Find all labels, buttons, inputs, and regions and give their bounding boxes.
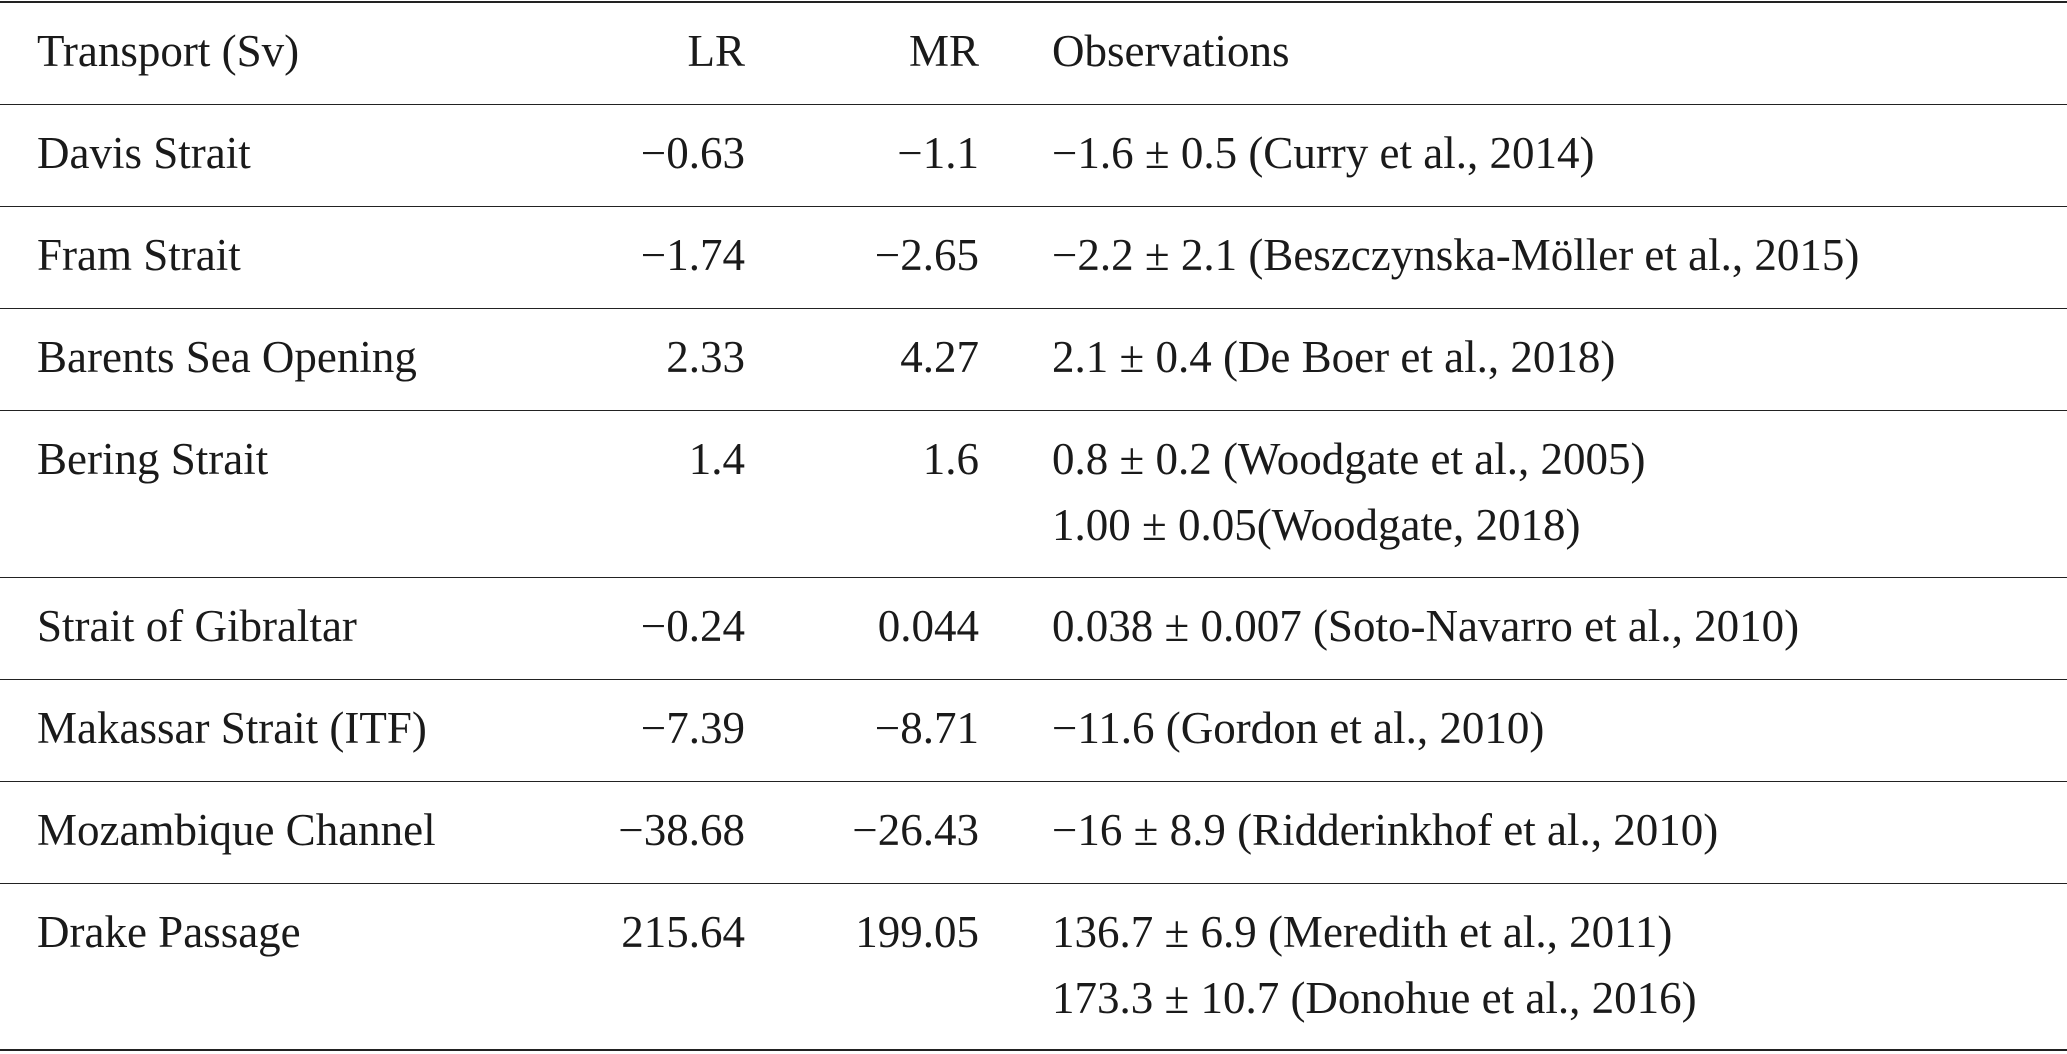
observation-cell: 0.038 ± 0.007 (Soto-Navarro et al., 2010… <box>1004 577 2067 679</box>
transport-value: −8.71 <box>874 702 979 753</box>
transport-value: −0.63 <box>640 127 745 178</box>
transport-value: 1.6 <box>922 433 979 484</box>
header-row: Transport (Sv) LR MR Observations <box>0 2 2067 104</box>
transport-value: −0.24 <box>640 600 745 651</box>
table-row: Bering Strait 1.4 1.6 0.8 ± 0.2 (Woodgate e… <box>0 410 2067 577</box>
transport-value: −7.39 <box>640 702 745 753</box>
header-cell: Observations <box>1052 26 1290 76</box>
observation-cell: 136.7 ± 6.9 (Meredith et al., 2011) 173.3… <box>1004 883 2067 1050</box>
table-row: Strait of Gibraltar −0.24 0.044 0.038 ± 0.0… <box>0 577 2067 679</box>
table-row: Davis Strait −0.63 −1.1 −1.6 ± 0.5 (Curry e… <box>0 104 2067 206</box>
observation-line: 173.3 ± 10.7 (Donohue et al., 2016) <box>1052 972 1697 1023</box>
observation-line: −16 ± 8.9 (Ridderinkhof et al., 2010) <box>1052 804 1719 855</box>
transport-value: −1.1 <box>897 127 979 178</box>
transport-value: 2.33 <box>666 331 745 382</box>
transport-value: −26.43 <box>852 804 979 855</box>
observation-line: 0.038 ± 0.007 (Soto-Navarro et al., 2010… <box>1052 600 1800 651</box>
transport-value: −2.65 <box>874 229 979 280</box>
observation-cell: 0.8 ± 0.2 (Woodgate et al., 2005) 1.00 ± … <box>1004 410 2067 577</box>
table-row: Drake Passage 215.64 199.05 136.7 ± 6.9 (Me… <box>0 883 2067 1050</box>
header-cell: MR <box>908 26 979 76</box>
table-row: Fram Strait −1.74 −2.65 −2.2 ± 2.1 (Beszczy… <box>0 206 2067 308</box>
transport-value: −38.68 <box>618 804 745 855</box>
observation-cell: 2.1 ± 0.4 (De Boer et al., 2018) <box>1004 308 2067 410</box>
table-row: Mozambique Channel −38.68 −26.43 −16 ± 8.9 … <box>0 781 2067 883</box>
strait-name: Drake Passage <box>37 906 301 957</box>
header-cell: Transport (Sv) <box>37 26 300 76</box>
table-row: Barents Sea Opening 2.33 4.27 2.1 ± 0.4 (De… <box>0 308 2067 410</box>
observation-line: −1.6 ± 0.5 (Curry et al., 2014) <box>1052 127 1595 178</box>
table-row: Makassar Strait (ITF) −7.39 −8.71 −11.6 (Go… <box>0 679 2067 781</box>
observation-cell: −16 ± 8.9 (Ridderinkhof et al., 2010) <box>1004 781 2067 883</box>
observation-line: 2.1 ± 0.4 (De Boer et al., 2018) <box>1052 331 1616 382</box>
strait-name: Fram Strait <box>37 229 241 280</box>
observation-line: 1.00 ± 0.05(Woodgate, 2018) <box>1052 499 1581 550</box>
transport-value: 4.27 <box>900 331 979 382</box>
transport-value: 215.64 <box>621 906 745 957</box>
observation-line: 0.8 ± 0.2 (Woodgate et al., 2005) <box>1052 433 1646 484</box>
observation-cell: −11.6 (Gordon et al., 2010) <box>1004 679 2067 781</box>
strait-name: Davis Strait <box>37 127 251 178</box>
transport-value: 1.4 <box>688 433 745 484</box>
observation-line: −11.6 (Gordon et al., 2010) <box>1052 702 1545 753</box>
strait-name: Barents Sea Opening <box>37 331 417 382</box>
header-cell: LR <box>687 26 745 76</box>
transport-value: 0.044 <box>877 600 979 651</box>
strait-name: Strait of Gibraltar <box>37 600 357 651</box>
strait-name: Makassar Strait (ITF) <box>37 702 427 753</box>
observation-cell: −1.6 ± 0.5 (Curry et al., 2014) <box>1004 104 2067 206</box>
strait-name: Mozambique Channel <box>37 804 436 855</box>
observation-line: 136.7 ± 6.9 (Meredith et al., 2011) <box>1052 906 1673 957</box>
observation-line: −2.2 ± 2.1 (Beszczynska-Möller et al., 2… <box>1052 229 1860 280</box>
transport-value: −1.74 <box>640 229 745 280</box>
strait-name: Bering Strait <box>37 433 269 484</box>
observation-cell: −2.2 ± 2.1 (Beszczynska-Möller et al., 2… <box>1004 206 2067 308</box>
transport-value: 199.05 <box>855 906 979 957</box>
